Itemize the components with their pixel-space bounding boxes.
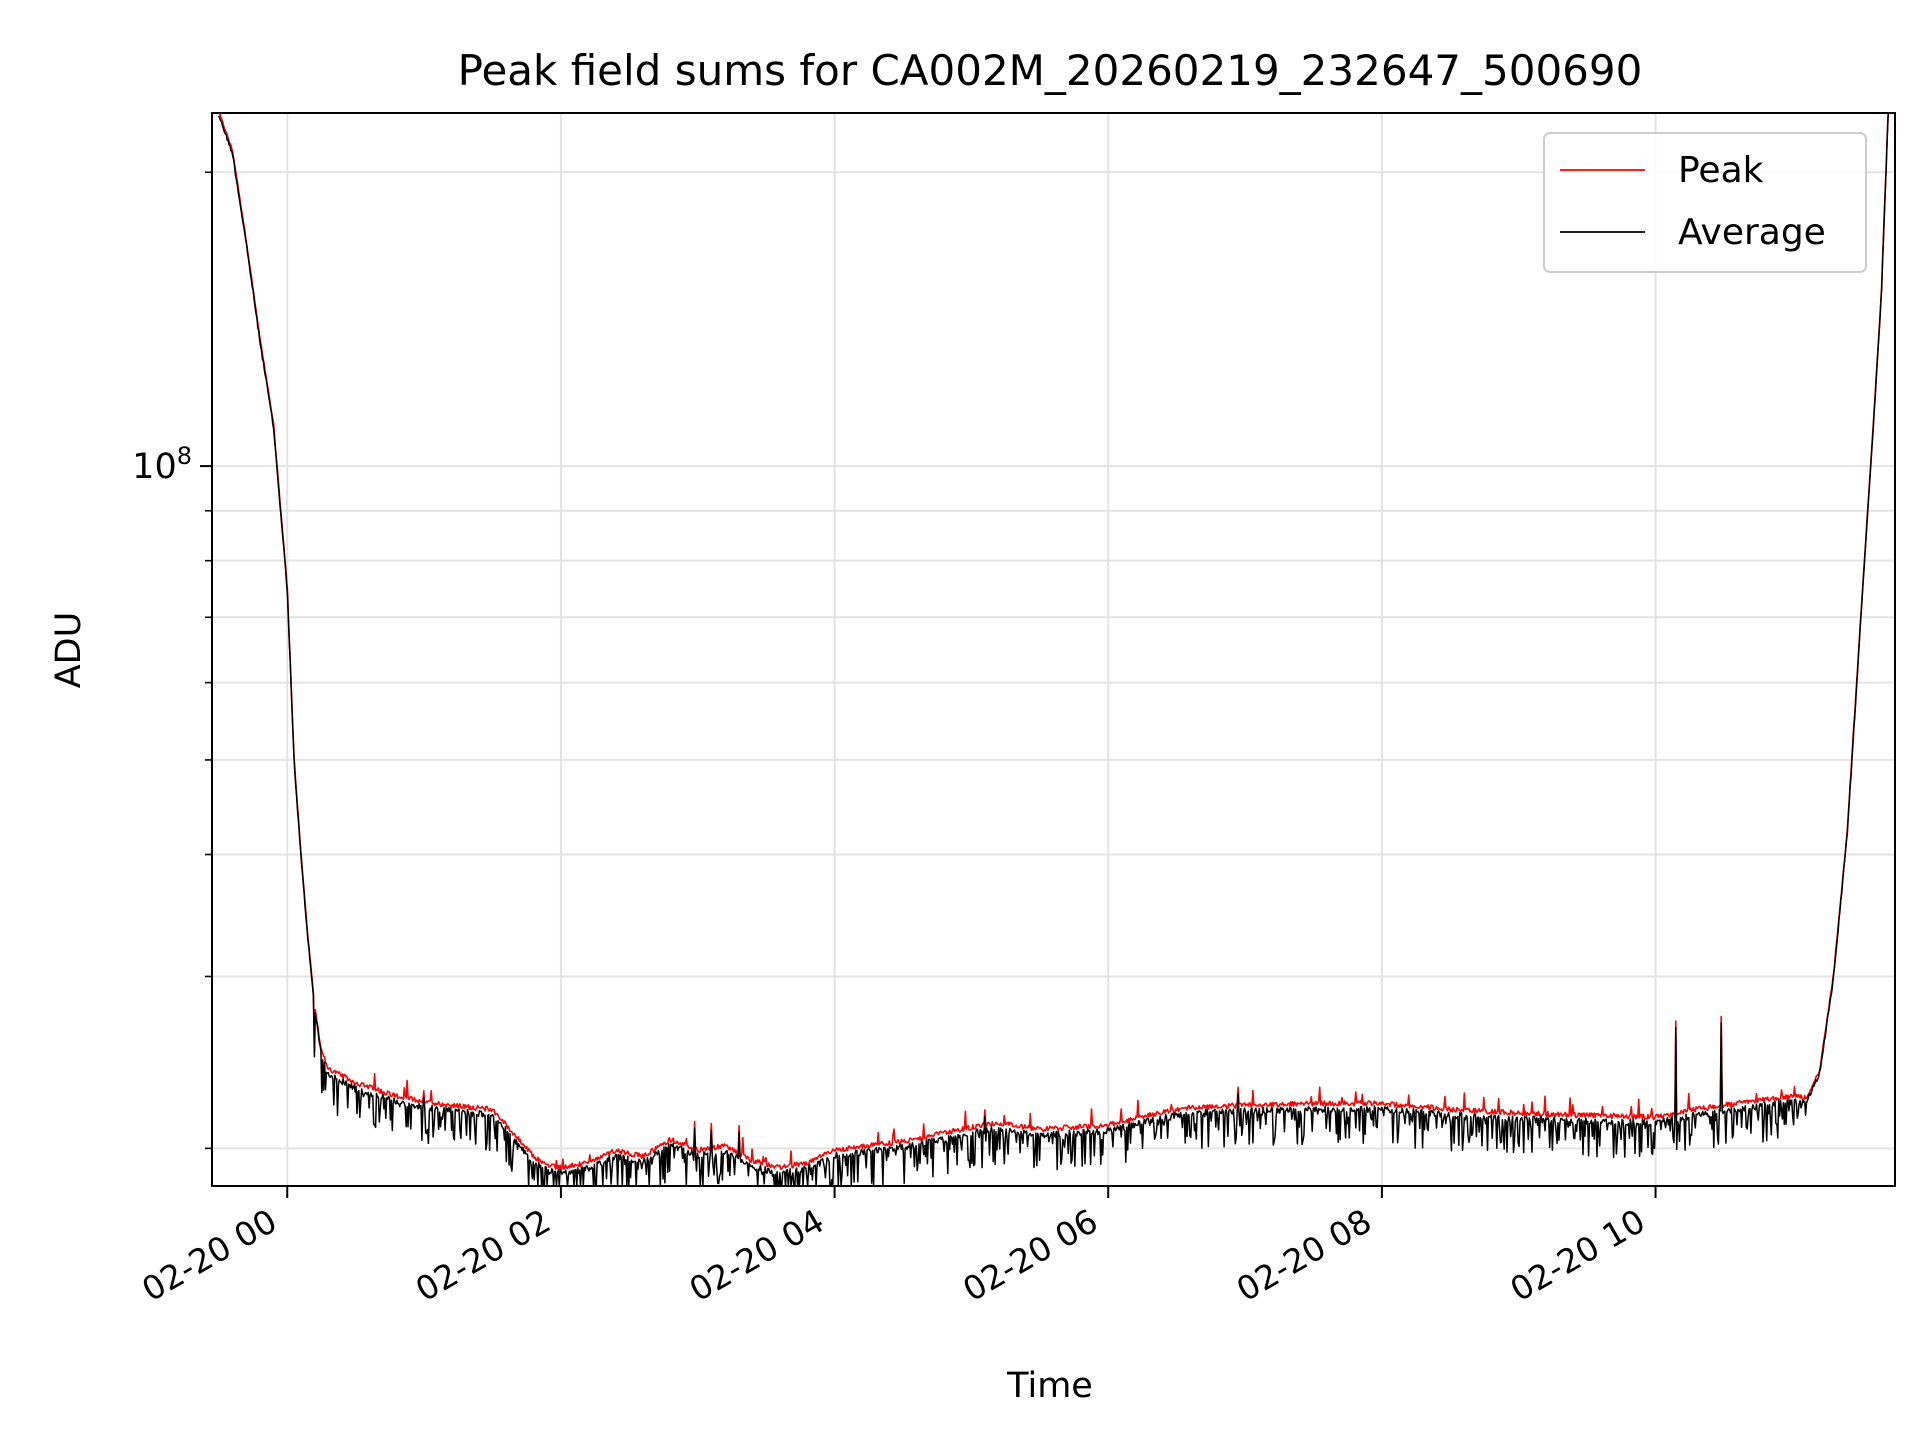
- series-line-peak: [218, 112, 1889, 1171]
- x-axis-label: Time: [1006, 1366, 1093, 1406]
- legend: Peak Average: [1543, 132, 1867, 273]
- x-tick-label: 02-20 06: [956, 1201, 1104, 1309]
- y-axis: 108: [132, 171, 212, 1150]
- grid: [212, 113, 1895, 1186]
- y-tick-label: 108: [132, 442, 192, 487]
- x-tick-label: 02-20 08: [1230, 1201, 1378, 1309]
- x-tick-label: 02-20 02: [409, 1201, 557, 1309]
- legend-box: [1543, 132, 1867, 273]
- chart-title: Peak field sums for CA002M_20260219_2326…: [458, 46, 1643, 95]
- legend-label-peak: Peak: [1678, 150, 1764, 191]
- plot-frame: [211, 112, 1896, 1187]
- y-axis-label: ADU: [49, 612, 89, 689]
- plot-series: [218, 112, 1889, 1187]
- x-tick-label: 02-20 04: [683, 1201, 831, 1309]
- x-tick-label: 02-20 10: [1504, 1201, 1652, 1309]
- x-axis: 02-20 00 02-20 02 02-20 04 02-20 06 02-20 08…: [135, 1186, 1657, 1309]
- x-tick-label: 02-20 00: [135, 1201, 283, 1309]
- legend-label-average: Average: [1678, 212, 1826, 253]
- series-line-average: [218, 113, 1889, 1187]
